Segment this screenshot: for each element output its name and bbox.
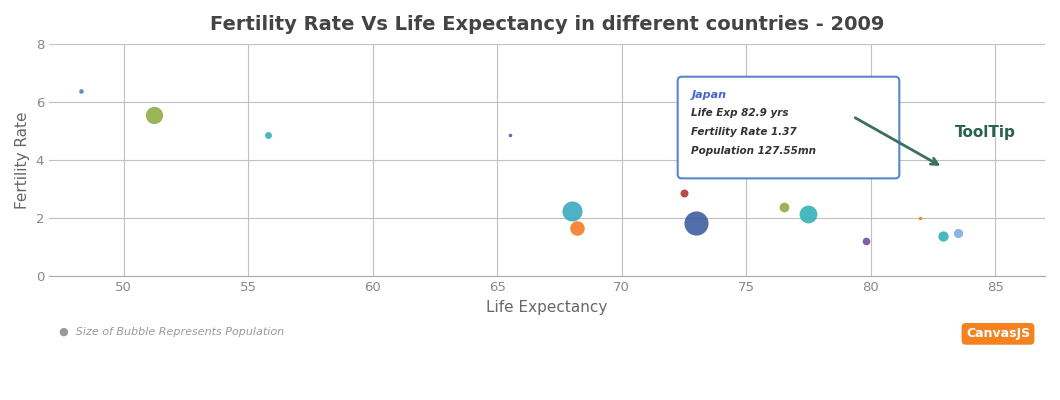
Text: Japan: Japan [691,90,726,100]
FancyBboxPatch shape [677,77,899,178]
Point [800,210,817,217]
Point [675,190,692,197]
Text: Life Exp 82.9 yrs: Life Exp 82.9 yrs [691,108,789,118]
Text: CanvasJS: CanvasJS [966,327,1030,340]
Text: Population 127.55mn: Population 127.55mn [691,146,816,156]
X-axis label: Life Expectancy: Life Expectancy [487,300,607,315]
Point [935,233,952,240]
Point [563,208,580,214]
Text: ToolTip: ToolTip [955,125,1017,140]
Point [950,230,967,236]
Text: ●  Size of Bubble Represents Population: ● Size of Bubble Represents Population [59,327,284,337]
Point [145,112,162,118]
Y-axis label: Fertility Rate: Fertility Rate [15,111,30,209]
Point [260,132,277,138]
Point [858,238,874,244]
Point [568,225,585,232]
Point [912,215,929,221]
Text: Fertility Rate 1.37: Fertility Rate 1.37 [691,127,797,137]
Point [73,88,90,94]
Point [775,204,792,210]
Point [688,219,705,226]
Title: Fertility Rate Vs Life Expectancy in different countries - 2009: Fertility Rate Vs Life Expectancy in dif… [210,15,884,34]
Point [501,132,518,138]
